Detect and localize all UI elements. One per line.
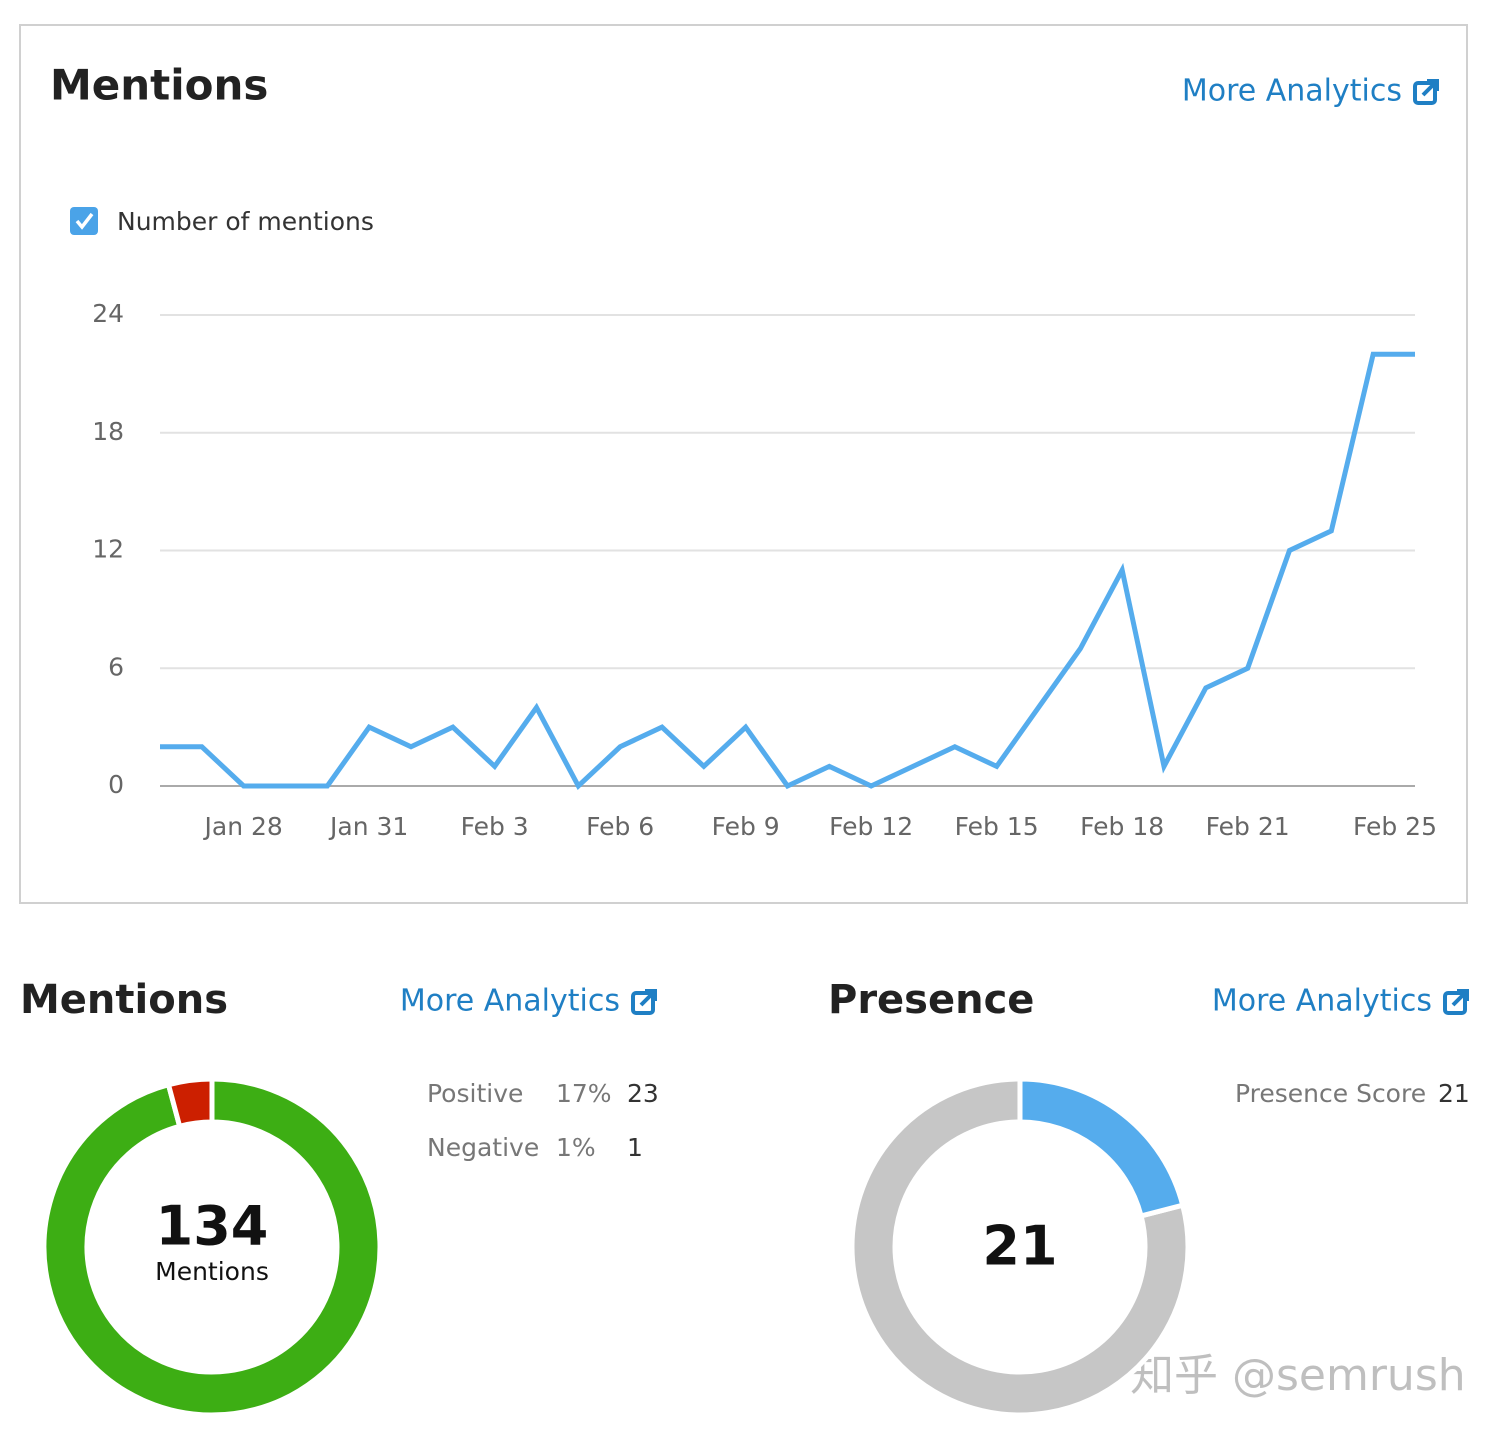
x-tick-label: Feb 21 <box>1206 812 1290 841</box>
legend-value: 21 <box>1438 1079 1470 1108</box>
y-tick-label: 18 <box>92 417 124 446</box>
x-tick-label: Feb 12 <box>829 812 913 841</box>
y-tick-label: 12 <box>92 535 124 564</box>
x-tick-label: Feb 25 <box>1353 812 1437 841</box>
x-tick-label: Feb 6 <box>586 812 654 841</box>
x-tick-label: Feb 9 <box>712 812 780 841</box>
legend-share: 1% <box>556 1133 596 1162</box>
legend-value: 1 <box>627 1133 643 1162</box>
legend-label: Presence Score <box>1235 1079 1426 1108</box>
x-tick-label: Feb 3 <box>461 812 529 841</box>
donut-segment <box>41 1076 383 1418</box>
x-tick-label: Feb 15 <box>955 812 1039 841</box>
panel-title: Mentions <box>50 61 268 110</box>
x-tick-label: Jan 28 <box>203 812 283 841</box>
panel-title: Mentions <box>20 977 228 1023</box>
gauge-segment <box>1017 1076 1186 1219</box>
y-tick-label: 24 <box>92 299 124 328</box>
external-icon <box>1413 79 1439 105</box>
x-tick-label: Feb 18 <box>1080 812 1164 841</box>
more-analytics-link[interactable]: More Analytics <box>1182 74 1402 109</box>
check <box>75 212 94 230</box>
external-icon <box>631 989 657 1015</box>
line <box>160 351 1415 791</box>
panel-title: Presence <box>828 977 1034 1023</box>
legend-share: 17% <box>556 1079 612 1108</box>
legend-label: Negative <box>427 1133 539 1162</box>
center-value: 21 <box>982 1215 1057 1278</box>
y-tick-label: 6 <box>108 652 124 681</box>
more-analytics-link[interactable]: More Analytics <box>400 984 620 1019</box>
center-label: Mentions <box>155 1257 269 1286</box>
center-value: 134 <box>156 1195 269 1258</box>
watermark: 知乎 @semrush <box>1130 1350 1466 1401</box>
x-tick-label: Jan 31 <box>328 812 408 841</box>
legend-checkbox[interactable] <box>70 207 98 235</box>
y-tick-label: 0 <box>108 770 124 799</box>
legend-value: 23 <box>627 1079 659 1108</box>
legend-label: Number of mentions <box>117 207 374 236</box>
gauge-rest <box>849 1076 1191 1418</box>
donut-segment <box>165 1076 215 1130</box>
legend-label: Positive <box>427 1079 523 1108</box>
external-icon <box>1443 989 1469 1015</box>
more-analytics-link[interactable]: More Analytics <box>1212 984 1432 1019</box>
panel-border <box>19 24 1468 904</box>
